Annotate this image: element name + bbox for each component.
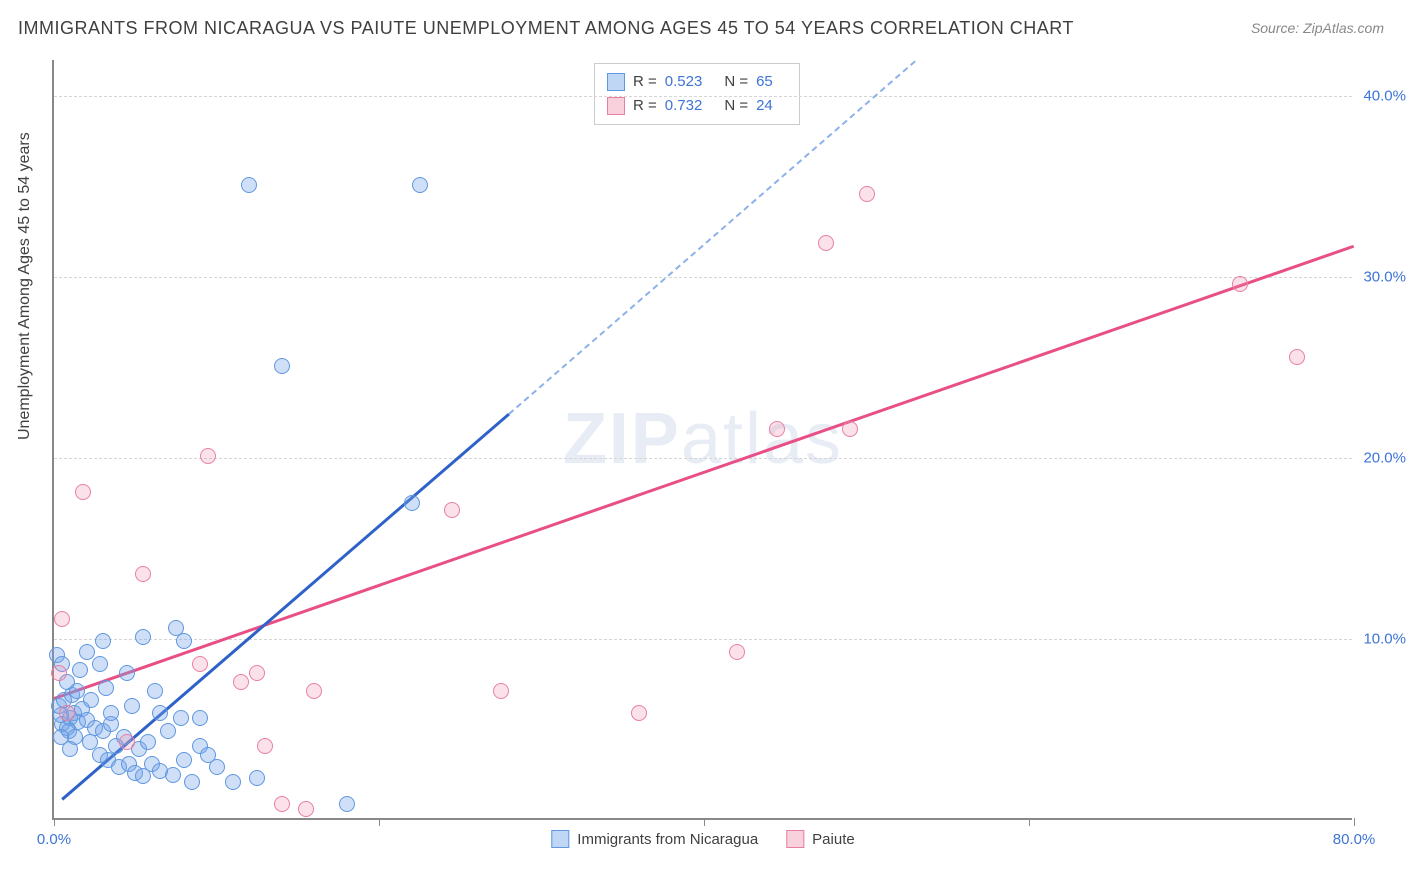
data-point: [103, 705, 119, 721]
data-point: [54, 611, 70, 627]
data-point: [274, 358, 290, 374]
data-point: [274, 796, 290, 812]
data-point: [119, 734, 135, 750]
y-tick-label: 40.0%: [1363, 88, 1406, 105]
y-tick-label: 20.0%: [1363, 450, 1406, 467]
data-point: [59, 705, 75, 721]
gridline: [54, 458, 1352, 459]
data-point: [152, 705, 168, 721]
data-point: [184, 774, 200, 790]
r-value-nicaragua: 0.523: [665, 70, 703, 94]
data-point: [98, 680, 114, 696]
n-label: N =: [724, 70, 748, 94]
data-point: [176, 752, 192, 768]
data-point: [257, 738, 273, 754]
trend-line: [54, 245, 1355, 700]
data-point: [1232, 276, 1248, 292]
n-value-paiute: 24: [756, 94, 773, 118]
gridline: [54, 96, 1352, 97]
chart-title: IMMIGRANTS FROM NICARAGUA VS PAIUTE UNEM…: [18, 18, 1074, 39]
legend-item-paiute: Paiute: [786, 830, 855, 848]
data-point: [75, 484, 91, 500]
x-tick: [1029, 818, 1030, 826]
r-value-paiute: 0.732: [665, 94, 703, 118]
data-point: [124, 698, 140, 714]
data-point: [173, 710, 189, 726]
legend-label-nicaragua: Immigrants from Nicaragua: [577, 831, 758, 848]
data-point: [444, 502, 460, 518]
data-point: [249, 665, 265, 681]
x-tick: [1354, 818, 1355, 826]
data-point: [83, 692, 99, 708]
x-tick: [704, 818, 705, 826]
data-point: [92, 656, 108, 672]
data-point: [135, 629, 151, 645]
n-label: N =: [724, 94, 748, 118]
data-point: [119, 665, 135, 681]
data-point: [404, 495, 420, 511]
data-point: [192, 710, 208, 726]
data-point: [769, 421, 785, 437]
legend-label-paiute: Paiute: [812, 831, 855, 848]
watermark-light: atlas: [681, 399, 843, 479]
watermark-bold: ZIP: [563, 399, 681, 479]
swatch-pink-icon: [607, 97, 625, 115]
data-point: [842, 421, 858, 437]
data-point: [241, 177, 257, 193]
data-point: [165, 767, 181, 783]
legend-row-paiute: R = 0.732 N = 24: [607, 94, 787, 118]
data-point: [209, 759, 225, 775]
data-point: [147, 683, 163, 699]
data-point: [176, 633, 192, 649]
data-point: [631, 705, 647, 721]
data-point: [339, 796, 355, 812]
swatch-pink-icon: [786, 830, 804, 848]
data-point: [79, 644, 95, 660]
gridline: [54, 277, 1352, 278]
data-point: [233, 674, 249, 690]
y-tick-label: 10.0%: [1363, 631, 1406, 648]
data-point: [1289, 349, 1305, 365]
x-tick: [54, 818, 55, 826]
data-point: [135, 566, 151, 582]
y-axis-label: Unemployment Among Ages 45 to 54 years: [16, 132, 34, 440]
data-point: [95, 633, 111, 649]
data-point: [306, 683, 322, 699]
data-point: [729, 644, 745, 660]
y-tick-label: 30.0%: [1363, 269, 1406, 286]
source-attribution: Source: ZipAtlas.com: [1251, 20, 1384, 36]
data-point: [62, 741, 78, 757]
data-point: [200, 448, 216, 464]
x-tick-label: 0.0%: [37, 831, 71, 848]
data-point: [51, 665, 67, 681]
legend-row-nicaragua: R = 0.523 N = 65: [607, 70, 787, 94]
data-point: [192, 656, 208, 672]
data-point: [412, 177, 428, 193]
legend-item-nicaragua: Immigrants from Nicaragua: [551, 830, 758, 848]
data-point: [225, 774, 241, 790]
data-point: [140, 734, 156, 750]
r-label: R =: [633, 70, 657, 94]
data-point: [818, 235, 834, 251]
series-legend: Immigrants from Nicaragua Paiute: [551, 830, 854, 848]
chart-plot-area: ZIPatlas R = 0.523 N = 65 R = 0.732 N = …: [52, 60, 1352, 820]
swatch-blue-icon: [607, 73, 625, 91]
data-point: [160, 723, 176, 739]
n-value-nicaragua: 65: [756, 70, 773, 94]
x-tick: [379, 818, 380, 826]
data-point: [859, 186, 875, 202]
data-point: [72, 662, 88, 678]
x-tick-label: 80.0%: [1333, 831, 1376, 848]
swatch-blue-icon: [551, 830, 569, 848]
data-point: [249, 770, 265, 786]
r-label: R =: [633, 94, 657, 118]
correlation-legend: R = 0.523 N = 65 R = 0.732 N = 24: [594, 63, 800, 125]
data-point: [298, 801, 314, 817]
data-point: [493, 683, 509, 699]
